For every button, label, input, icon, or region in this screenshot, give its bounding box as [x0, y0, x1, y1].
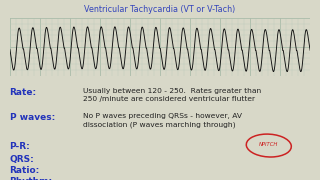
Text: Usually between 120 - 250.  Rates greater than
250 /minute are considered ventri: Usually between 120 - 250. Rates greater…: [83, 88, 261, 102]
Text: P-R:: P-R:: [10, 142, 30, 151]
Text: QRS:: QRS:: [10, 155, 34, 164]
Text: P waves:: P waves:: [10, 113, 55, 122]
Text: Ratio:: Ratio:: [10, 166, 40, 176]
Text: Rate:: Rate:: [10, 88, 37, 97]
Text: Rhythm:: Rhythm:: [10, 177, 53, 180]
Text: NPITCH: NPITCH: [259, 142, 278, 147]
Text: No P waves preceding QRSs - however, AV
dissociation (P waves marching through): No P waves preceding QRSs - however, AV …: [83, 113, 242, 128]
Text: Ventricular Tachycardia (VT or V-Tach): Ventricular Tachycardia (VT or V-Tach): [84, 4, 236, 14]
